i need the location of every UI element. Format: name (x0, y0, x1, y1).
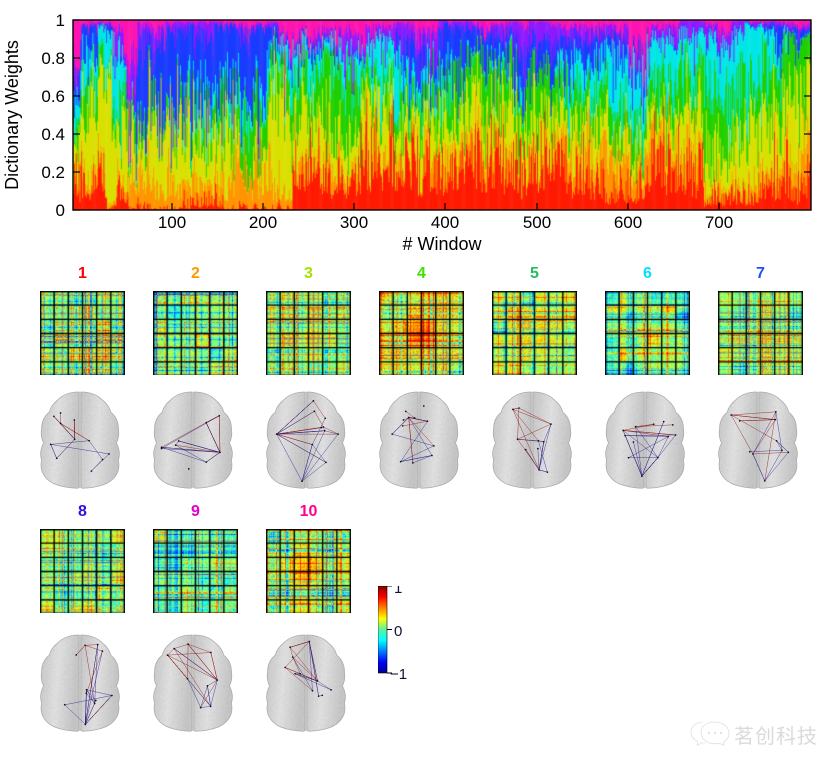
svg-text:0: 0 (56, 201, 65, 220)
svg-text:0.8: 0.8 (41, 49, 65, 68)
svg-text:−1: −1 (390, 666, 407, 683)
svg-text:700: 700 (705, 213, 733, 232)
svg-text:200: 200 (249, 213, 277, 232)
svg-text:Dictionary Weights: Dictionary Weights (2, 40, 22, 190)
svg-text:500: 500 (523, 213, 551, 232)
svg-text:0.2: 0.2 (41, 163, 65, 182)
svg-text:300: 300 (340, 213, 368, 232)
svg-text:1: 1 (56, 11, 65, 30)
svg-text:0: 0 (394, 623, 402, 640)
svg-text:0.4: 0.4 (41, 125, 65, 144)
svg-text:# Window: # Window (402, 234, 482, 254)
svg-text:0.6: 0.6 (41, 87, 65, 106)
svg-text:100: 100 (158, 213, 186, 232)
svg-text:400: 400 (431, 213, 459, 232)
svg-text:1: 1 (394, 586, 402, 597)
svg-text:600: 600 (614, 213, 642, 232)
